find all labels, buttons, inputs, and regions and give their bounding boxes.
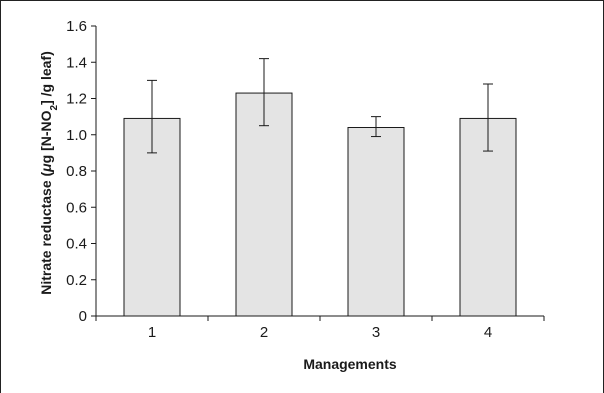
x-tick-label: 2 <box>260 324 268 341</box>
y-axis-title-mu: μ <box>38 163 54 173</box>
y-tick-label: 1.4 <box>66 54 87 71</box>
y-tick-label: 0.6 <box>66 199 87 216</box>
error-bar-2 <box>259 58 269 127</box>
y-axis-title-mid: g [N-NO <box>38 110 54 163</box>
y-tick-label: 0.8 <box>66 163 87 180</box>
x-axis: 1 2 3 4 <box>95 315 545 341</box>
y-tick-label: 0 <box>79 308 87 325</box>
y-axis-title-prefix: Nitrate reductase ( <box>38 171 54 294</box>
x-tick-label: 4 <box>484 324 492 341</box>
error-bar-3 <box>371 116 381 138</box>
x-tick-label: 1 <box>148 324 156 341</box>
error-bar-4 <box>483 83 493 152</box>
y-axis-title: Nitrate reductase (μg [N-NO2] /g leaf) <box>38 51 60 295</box>
y-axis: 0 0.2 0.4 0.6 0.8 1.0 1.2 1.4 1.6 <box>66 18 97 325</box>
y-tick-label: 0.2 <box>66 272 87 289</box>
y-tick-label: 1.0 <box>66 127 87 144</box>
y-axis-title-suffix: ] /g leaf) <box>38 51 54 105</box>
error-bar-1 <box>147 79 157 154</box>
y-tick-label: 0.4 <box>66 236 87 253</box>
bars <box>123 92 517 317</box>
y-tick-label: 1.2 <box>66 91 87 108</box>
y-axis-title-subscript: 2 <box>49 104 60 110</box>
y-tick-label: 1.6 <box>66 18 87 35</box>
bar-3 <box>347 127 405 317</box>
x-tick-label: 3 <box>372 324 380 341</box>
x-axis-title: Managements <box>303 356 397 372</box>
error-bars <box>147 58 493 154</box>
bar-2 <box>235 92 293 317</box>
